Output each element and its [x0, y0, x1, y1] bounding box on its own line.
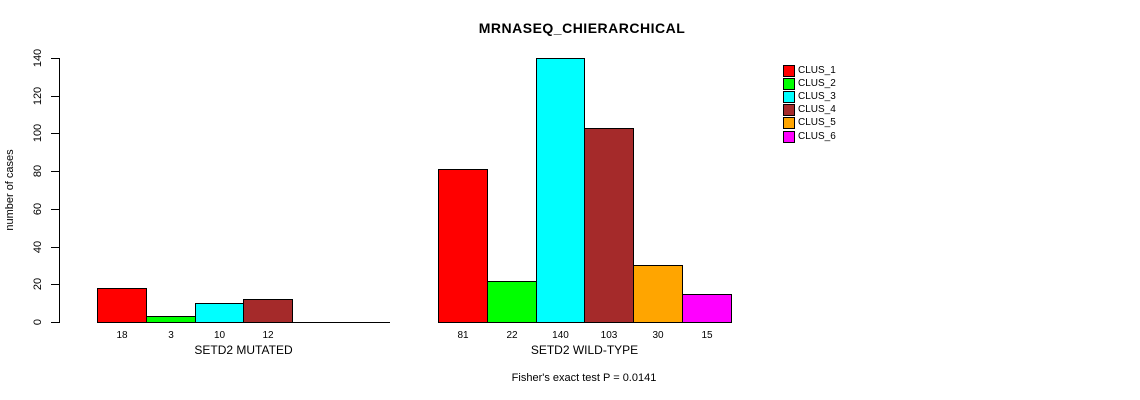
y-tick	[51, 171, 59, 172]
bar-clus_5	[633, 265, 683, 323]
group-label: SETD2 WILD-TYPE	[530, 343, 639, 357]
bar-clus_1	[97, 288, 147, 323]
legend-label: CLUS_1	[798, 65, 836, 76]
legend-label: CLUS_6	[798, 131, 836, 142]
y-tick-label: 60	[32, 202, 44, 216]
y-tick	[51, 96, 59, 97]
legend-label: CLUS_3	[798, 91, 836, 102]
legend-swatch-clus_3	[783, 91, 795, 103]
legend-swatch-clus_4	[783, 104, 795, 116]
group-label: SETD2 MUTATED	[194, 343, 293, 357]
bar-clus_4	[584, 128, 634, 323]
bar-clus_4	[243, 299, 293, 323]
bar-value-label: 103	[600, 330, 618, 341]
bar-clus_3	[536, 58, 585, 323]
legend-swatch-clus_1	[783, 65, 795, 77]
bar-value-label: 81	[457, 330, 469, 341]
y-tick-label: 20	[32, 277, 44, 291]
y-tick-label: 140	[32, 48, 44, 68]
bar-value-label: 140	[552, 330, 569, 341]
y-tick	[51, 284, 59, 285]
bar-value-label: 18	[116, 330, 128, 341]
y-tick-label: 40	[32, 240, 44, 254]
bar-clus_1	[438, 169, 488, 323]
legend-label: CLUS_5	[798, 117, 836, 128]
y-tick	[51, 58, 59, 59]
bar-value-label: 30	[652, 330, 664, 341]
legend-swatch-clus_2	[783, 78, 795, 90]
bar-value-label: 12	[262, 330, 274, 341]
bar-value-label: 22	[506, 330, 518, 341]
legend-swatch-clus_5	[783, 117, 795, 129]
chart-title: MRNASEQ_CHIERARCHICAL	[478, 20, 686, 36]
bar-value-label: 15	[701, 330, 713, 341]
y-tick-label: 0	[32, 318, 44, 326]
y-axis-line	[59, 58, 60, 323]
legend-label: CLUS_4	[798, 104, 836, 115]
bar-clus_2	[146, 316, 196, 323]
y-tick	[51, 247, 59, 248]
bar-clus_2	[487, 281, 537, 323]
bar-value-label: 10	[213, 330, 226, 341]
bar-clus_6	[682, 294, 732, 323]
y-tick	[51, 133, 59, 134]
legend-label: CLUS_2	[798, 78, 836, 89]
y-tick-label: 120	[32, 86, 44, 106]
bar-value-label: 3	[168, 330, 174, 341]
y-tick	[51, 209, 59, 210]
y-tick-label: 100	[32, 123, 44, 143]
footnote: Fisher's exact test P = 0.0141	[511, 372, 657, 384]
y-tick	[51, 322, 59, 323]
legend-swatch-clus_6	[783, 131, 795, 143]
y-tick-label: 80	[32, 164, 44, 178]
y-axis-label: number of cases	[4, 149, 16, 231]
bar-clus_3	[195, 303, 244, 323]
